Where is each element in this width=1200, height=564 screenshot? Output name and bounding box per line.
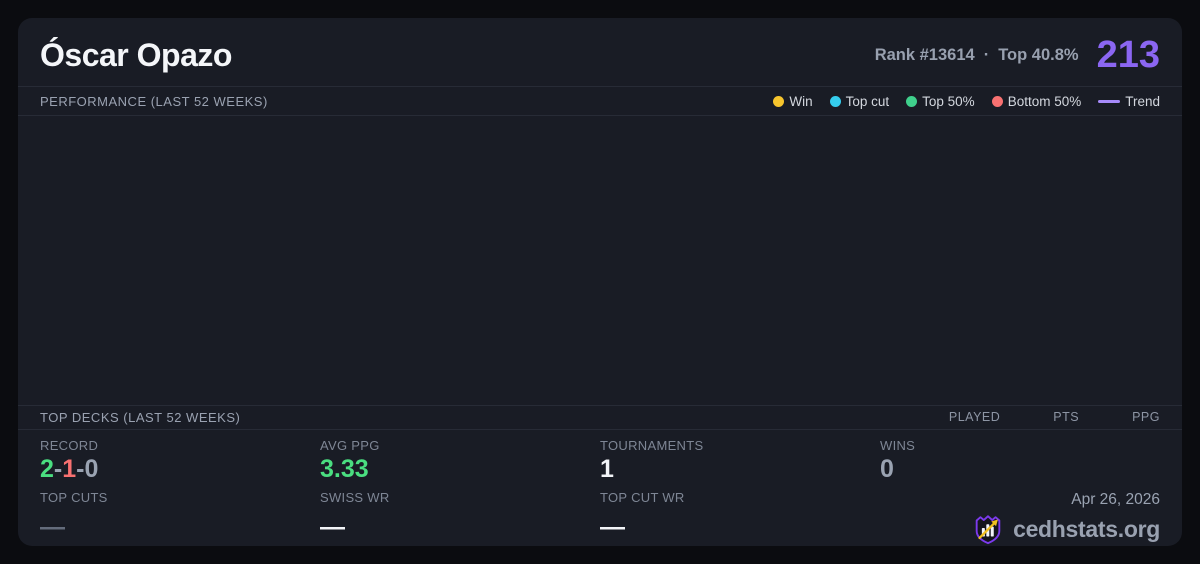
legend-label: Win	[789, 93, 813, 109]
brand-logo-icon	[975, 515, 1001, 545]
legend-label: Top cut	[845, 93, 890, 109]
record-separator: -	[53, 454, 63, 483]
dot-separator: ·	[983, 45, 990, 64]
player-rating: 213	[1096, 34, 1160, 76]
stat-value: —	[600, 513, 625, 541]
stat-value: 1	[600, 454, 614, 483]
legend-label: Bottom 50%	[1007, 93, 1082, 109]
brand-name: cedhstats.org	[1013, 515, 1160, 542]
stat-value-record: 2-1-0	[40, 454, 320, 484]
top50-legend-dot-icon	[906, 95, 918, 107]
column-header-played: PLAYED	[948, 410, 1001, 424]
top-decks-divider	[18, 428, 1182, 430]
player-stats-card: Óscar Opazo Rank #13614 · Top 40.8% 213 …	[18, 18, 1182, 546]
stat-label: RECORD	[40, 437, 99, 453]
record-wins: 2	[40, 454, 54, 483]
footer-brand-cell: Apr 26, 2026 cedhstats.org	[880, 490, 1160, 546]
record-draws: 0	[84, 454, 99, 483]
player-name: Óscar Opazo	[40, 36, 232, 73]
stat-swiss-wr: SWISS WR —	[320, 490, 600, 546]
stat-value: 0	[880, 454, 894, 483]
column-header-ppg: PPG	[1132, 410, 1160, 424]
stat-label: WINS	[880, 437, 916, 453]
chart-legend: Win Top cut Top 50% Bottom 50% Trend	[773, 94, 1160, 109]
report-date: Apr 26, 2026	[1071, 491, 1160, 508]
rank-label: Rank #13614	[874, 45, 975, 64]
trend-line-icon	[1098, 99, 1121, 103]
stat-value: —	[40, 513, 65, 541]
stat-value: 3.33	[320, 454, 369, 483]
stat-wins: WINS 0	[880, 438, 1160, 484]
legend-item-trend: Trend	[1098, 94, 1160, 109]
legend-item-bottom50: Bottom 50%	[991, 93, 1082, 109]
stat-tournaments: TOURNAMENTS 1	[600, 438, 880, 484]
win-legend-dot-icon	[773, 95, 785, 107]
top-decks-section-title: TOP DECKS (LAST 52 WEEKS)	[40, 409, 241, 425]
record-losses: 1	[62, 454, 77, 483]
legend-label: Trend	[1125, 93, 1160, 109]
bottom50-legend-dot-icon	[991, 95, 1003, 107]
legend-item-win: Win	[773, 93, 813, 109]
legend-item-top-cut: Top cut	[829, 93, 890, 109]
stat-top-cut-wr: TOP CUT WR —	[600, 490, 880, 546]
top-decks-column-headers: PLAYED PTS PPG	[949, 410, 1160, 424]
top-cut-legend-dot-icon	[829, 95, 841, 107]
stat-label: TOP CUTS	[40, 490, 108, 505]
column-header-pts: PTS	[1053, 410, 1080, 424]
stat-label: TOP CUT WR	[600, 490, 685, 505]
record-separator: -	[76, 454, 85, 483]
stat-label: AVG PPG	[320, 437, 380, 453]
stats-grid: RECORD 2-1-0 AVG PPG 3.33 TOURNAMENTS 1 …	[18, 430, 1182, 547]
stat-top-cuts: TOP CUTS —	[40, 490, 320, 546]
legend-item-top50: Top 50%	[906, 94, 975, 109]
performance-chart	[18, 116, 1182, 405]
brand-row: cedhstats.org	[880, 512, 1160, 546]
rank-summary: Rank #13614 · Top 40.8%	[875, 46, 1079, 65]
stat-avg-ppg: AVG PPG 3.33	[320, 438, 600, 484]
stat-value: —	[320, 513, 345, 541]
performance-divider	[18, 115, 1182, 116]
legend-label: Top 50%	[922, 93, 975, 109]
top-decks-header-row: TOP DECKS (LAST 52 WEEKS) PLAYED PTS PPG	[18, 404, 1182, 429]
header-divider	[18, 86, 1182, 87]
top-percent-label: Top 40.8%	[998, 45, 1079, 64]
stat-label: TOURNAMENTS	[600, 437, 704, 453]
stat-record: RECORD 2-1-0	[40, 438, 320, 484]
performance-section-title: PERFORMANCE (LAST 52 WEEKS)	[40, 93, 268, 109]
performance-header-row: PERFORMANCE (LAST 52 WEEKS) Win Top cut …	[18, 87, 1182, 115]
stat-label: SWISS WR	[320, 490, 390, 505]
card-header: Óscar Opazo Rank #13614 · Top 40.8% 213	[18, 18, 1182, 86]
header-right: Rank #13614 · Top 40.8% 213	[875, 36, 1160, 74]
